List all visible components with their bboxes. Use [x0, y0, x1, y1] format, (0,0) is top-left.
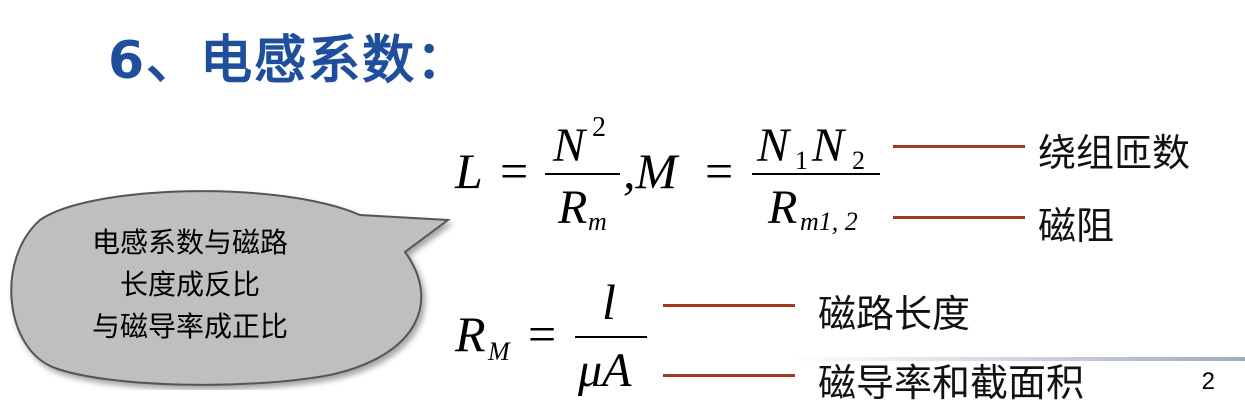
formula-num2-N2: N [812, 119, 845, 172]
formula-den1-R: R [558, 181, 588, 234]
label-winding-turns: 绕组匝数 [1038, 131, 1191, 175]
formula2-R: R [455, 306, 486, 362]
formula-num1-N: N [553, 119, 586, 172]
leader-line-reluctance [893, 216, 1025, 219]
label-permeability-area: 磁导率和截面积 [818, 361, 1085, 405]
callout-line-1: 电感系数与磁路 [91, 226, 288, 259]
formula-num2-sub2: 2 [852, 146, 865, 175]
formula-num1-sup: 2 [592, 112, 606, 143]
leader-line-turns [893, 145, 1025, 148]
formula-den2-sub: m1, 2 [800, 207, 858, 236]
formula-L: L [455, 143, 483, 199]
formula2-den: μA [578, 344, 632, 397]
fraction-bar-3 [575, 336, 647, 338]
formula2-eq: = [528, 306, 557, 362]
callout-text: 电感系数与磁路 长度成反比 与磁导率成正比 [40, 222, 340, 348]
formula-num2-sub1: 1 [795, 146, 808, 175]
formula-den2-R: R [768, 181, 798, 234]
formula-den1-sub: m [588, 207, 607, 236]
formula2-R-sub: M [488, 337, 510, 366]
fraction-bar-1 [545, 173, 620, 175]
formula-num2-N1: N [757, 119, 790, 172]
label-path-length: 磁路长度 [818, 292, 971, 336]
decorative-footer-line [790, 357, 1245, 361]
formula-eq-1: = [500, 143, 529, 199]
formula2-num-l: l [602, 274, 616, 330]
formula-comma-M: ,M [623, 143, 678, 199]
callout-bubble [10, 190, 451, 386]
leader-line-permeability [663, 374, 795, 377]
slide-title: 6、电感系数： [108, 31, 471, 91]
leader-line-path-length [663, 304, 795, 307]
page-number: 2 [1201, 368, 1215, 395]
formula-eq-2: = [705, 143, 734, 199]
label-reluctance: 磁阻 [1038, 204, 1115, 248]
callout-line-3: 与磁导率成正比 [91, 310, 288, 343]
fraction-bar-2 [752, 173, 880, 175]
callout-line-2: 长度成反比 [119, 268, 260, 301]
